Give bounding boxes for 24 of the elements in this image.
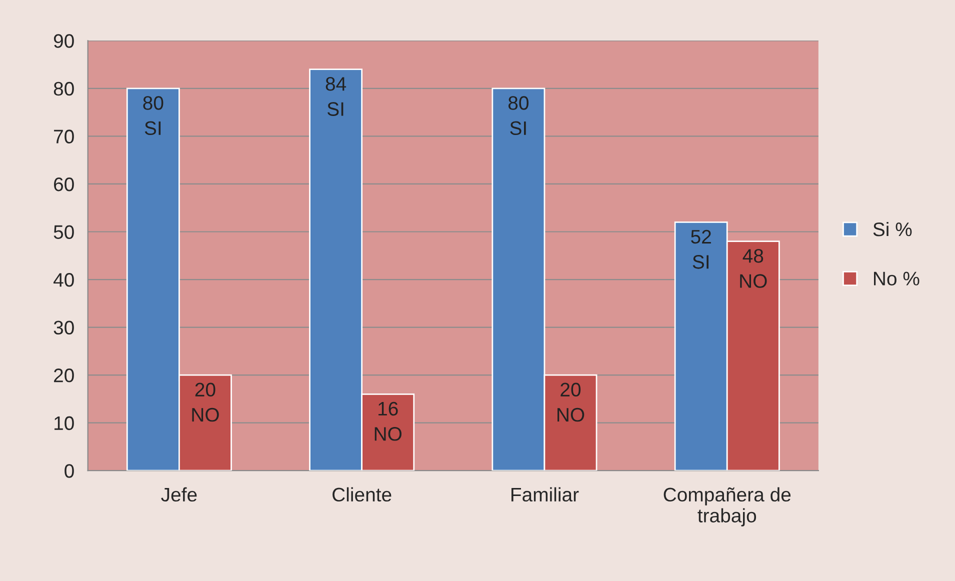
data-label: 16 NO — [374, 402, 402, 441]
y-tick-label: 10 — [54, 416, 74, 430]
x-tick-label: Cliente — [332, 487, 392, 502]
y-tick-label: 40 — [53, 272, 74, 287]
y-tick-label: 90 — [54, 34, 74, 48]
data-label: 48 NO — [740, 248, 767, 288]
x-tick-label: Familiar — [511, 487, 579, 502]
data-label: 80 SI — [143, 96, 164, 136]
y-tick-label: 60 — [54, 177, 74, 192]
y-tick-label: 70 — [54, 130, 74, 144]
data-label: 84 SI — [326, 77, 346, 116]
legend-label: Si % — [873, 222, 912, 236]
y-tick-label: 30 — [54, 320, 74, 335]
data-label: 20 NO — [192, 382, 219, 422]
y-tick-label: 20 — [54, 368, 74, 382]
x-tick-label: Compañera de trabajo — [664, 487, 791, 526]
data-label: 52 SI — [691, 230, 711, 269]
y-tick-label: 50 — [54, 225, 74, 239]
y-tick-label: 80 — [54, 82, 74, 96]
data-label: 20 NO — [558, 382, 584, 422]
y-tick-label: 0 — [64, 464, 74, 478]
legend-label: No % — [874, 272, 920, 286]
x-tick-label: Jefe — [161, 487, 197, 502]
data-label: 80 SI — [508, 96, 528, 136]
